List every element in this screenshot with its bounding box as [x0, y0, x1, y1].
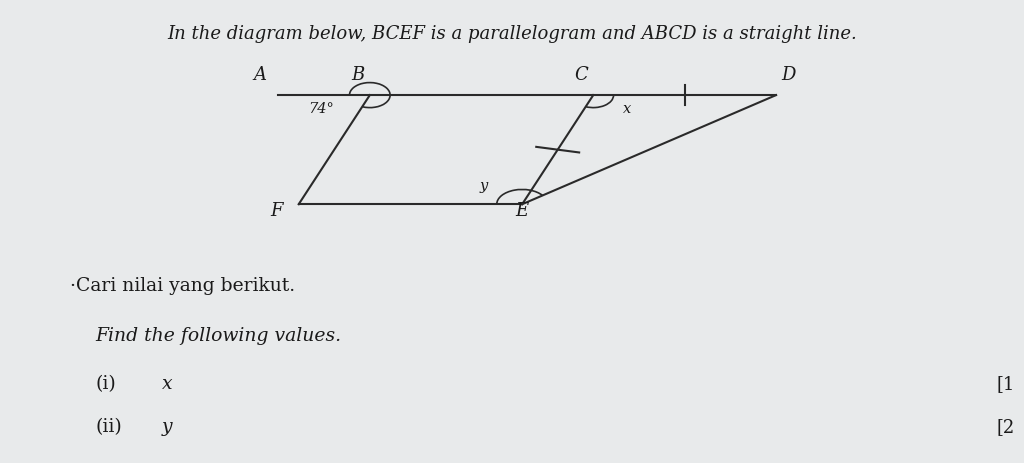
Text: [2: [2 [996, 418, 1015, 436]
Text: x: x [623, 102, 631, 116]
Text: F: F [270, 202, 283, 220]
Text: D: D [781, 66, 796, 84]
Text: (i): (i) [95, 375, 117, 393]
Text: E: E [516, 202, 528, 220]
Text: x: x [162, 375, 172, 393]
Text: 74°: 74° [308, 102, 334, 116]
Text: ·Cari nilai yang berikut.: ·Cari nilai yang berikut. [71, 277, 295, 295]
Text: y: y [479, 179, 487, 193]
Text: y: y [162, 418, 172, 436]
Text: A: A [254, 66, 266, 84]
Text: C: C [574, 66, 588, 84]
Text: [1: [1 [996, 375, 1015, 393]
Text: Find the following values.: Find the following values. [95, 327, 342, 345]
Text: B: B [351, 66, 365, 84]
Text: In the diagram below, BCEF is a parallelogram and ABCD is a straight line.: In the diagram below, BCEF is a parallel… [167, 25, 857, 43]
Text: (ii): (ii) [95, 418, 122, 436]
